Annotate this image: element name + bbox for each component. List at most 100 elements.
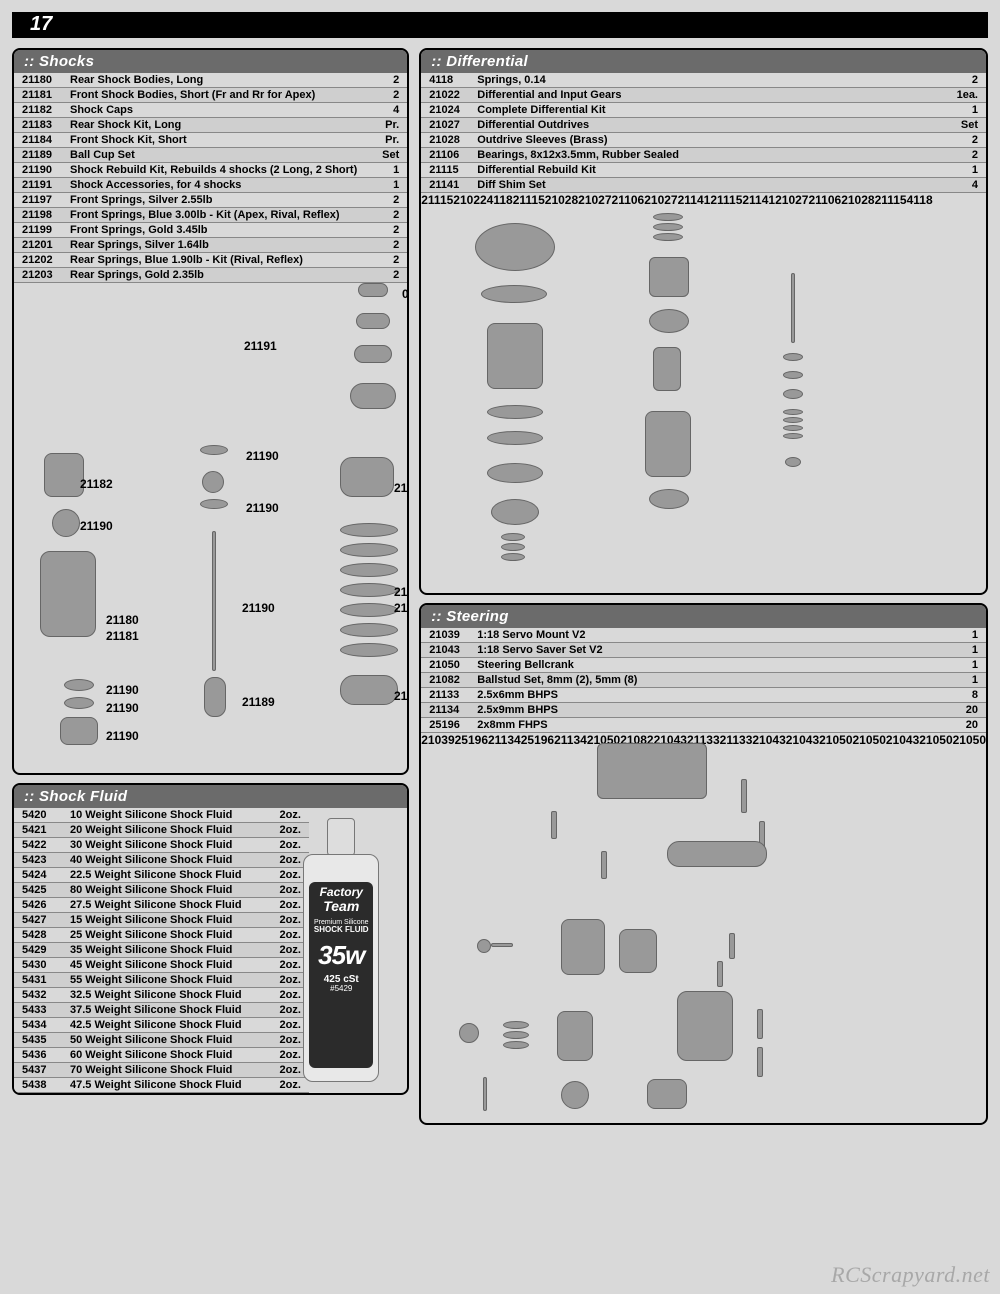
part-desc: 35 Weight Silicone Shock Fluid <box>62 943 272 958</box>
bottle-code: #5429 <box>313 985 369 994</box>
part-number: 5426 <box>14 898 62 913</box>
part-desc: 2x8mm FHPS <box>469 718 952 733</box>
part-number: 21106 <box>421 148 469 163</box>
part-qty: 2 <box>373 268 407 283</box>
table-row: 21201Rear Springs, Silver 1.64lb2 <box>14 238 407 253</box>
table-row: 542230 Weight Silicone Shock Fluid2oz. <box>14 838 309 853</box>
part-qty: 2 <box>949 73 986 88</box>
part-qty: 1 <box>952 643 986 658</box>
part-number: 5429 <box>14 943 62 958</box>
table-row: 211332.5x6mm BHPS8 <box>421 688 986 703</box>
diagram-label: 21039 <box>421 733 454 747</box>
part-number: 5425 <box>14 883 62 898</box>
table-row: 21181Front Shock Bodies, Short (Fr and R… <box>14 88 407 103</box>
part-number: 21027 <box>421 118 469 133</box>
part-desc: Front Springs, Gold 3.45lb <box>62 223 373 238</box>
part-desc: Rear Springs, Gold 2.35lb <box>62 268 373 283</box>
part-number: 21197 <box>14 193 62 208</box>
diagram-label: 21191 <box>244 339 277 353</box>
bottle-brand2: Team <box>313 899 369 914</box>
part-desc: Ballstud Set, 8mm (2), 5mm (8) <box>469 673 952 688</box>
table-row: 21190Shock Rebuild Kit, Rebuilds 4 shock… <box>14 163 407 178</box>
table-row: 21022Differential and Input Gears1ea. <box>421 88 986 103</box>
diagram-label: 21190 <box>246 449 279 463</box>
part-desc: Front Springs, Silver 2.55lb <box>62 193 373 208</box>
part-number: 5438 <box>14 1078 62 1093</box>
diagram-label: 21202 <box>394 601 409 615</box>
table-shocks: 21180Rear Shock Bodies, Long221181Front … <box>14 73 407 283</box>
table-row: 542825 Weight Silicone Shock Fluid2oz. <box>14 928 309 943</box>
part-desc: Front Shock Kit, Short <box>62 133 373 148</box>
diagram-label: 21134 <box>488 733 521 747</box>
table-row: 21198Front Springs, Blue 3.00lb - Kit (A… <box>14 208 407 223</box>
diagram-label: 21190 <box>106 729 139 743</box>
panel-shock-fluid-header: :: Shock Fluid <box>14 785 407 808</box>
table-row: 21027Differential OutdrivesSet <box>421 118 986 133</box>
table-row: 543337.5 Weight Silicone Shock Fluid2oz. <box>14 1003 309 1018</box>
diagram-label: 21191 <box>394 481 409 495</box>
panel-shocks-header: :: Shocks <box>14 50 407 73</box>
part-desc: Outdrive Sleeves (Brass) <box>469 133 948 148</box>
diagram-label: 21027 <box>644 193 677 207</box>
part-number: 21198 <box>14 208 62 223</box>
diagram-label: 21189 <box>242 695 275 709</box>
diagram-label: 4118 <box>907 193 933 207</box>
panel-differential: :: Differential 4118Springs, 0.14221022D… <box>419 48 988 595</box>
part-number: 21134 <box>421 703 469 718</box>
part-qty: Set <box>373 148 407 163</box>
table-row: 543660 Weight Silicone Shock Fluid2oz. <box>14 1048 309 1063</box>
part-number: 21181 <box>14 88 62 103</box>
part-number: 5427 <box>14 913 62 928</box>
bottle-big: 35w <box>313 941 369 970</box>
part-qty: 2 <box>373 208 407 223</box>
part-number: 5431 <box>14 973 62 988</box>
diagram-label: 21027 <box>775 193 808 207</box>
table-row: 211342.5x9mm BHPS20 <box>421 703 986 718</box>
part-desc: 1:18 Servo Saver Set V2 <box>469 643 952 658</box>
part-desc: 45 Weight Silicone Shock Fluid <box>62 958 272 973</box>
diagram-label: 21043 <box>752 733 785 747</box>
part-desc: 10 Weight Silicone Shock Fluid <box>62 808 272 823</box>
table-row: 21182Shock Caps4 <box>14 103 407 118</box>
table-differential: 4118Springs, 0.14221022Differential and … <box>421 73 986 193</box>
part-qty: 8 <box>952 688 986 703</box>
table-row: 21115Differential Rebuild Kit1 <box>421 163 986 178</box>
diagram-label: 21141 <box>742 193 775 207</box>
part-qty: 1ea. <box>949 88 986 103</box>
diagram-label: 21191 <box>394 689 409 703</box>
table-row: 543770 Weight Silicone Shock Fluid2oz. <box>14 1063 309 1078</box>
table-row: 21191Shock Accessories, for 4 shocks1 <box>14 178 407 193</box>
table-row: 21180Rear Shock Bodies, Long2 <box>14 73 407 88</box>
panel-differential-header: :: Differential <box>421 50 986 73</box>
table-row: 543550 Weight Silicone Shock Fluid2oz. <box>14 1033 309 1048</box>
table-row: 543847.5 Weight Silicone Shock Fluid2oz. <box>14 1078 309 1093</box>
part-number: 5434 <box>14 1018 62 1033</box>
part-desc: 37.5 Weight Silicone Shock Fluid <box>62 1003 272 1018</box>
part-qty: 1 <box>952 658 986 673</box>
part-desc: Shock Rebuild Kit, Rebuilds 4 shocks (2 … <box>62 163 373 178</box>
part-desc: Ball Cup Set <box>62 148 373 163</box>
diagram-label: 21141 <box>678 193 711 207</box>
table-row: 4118Springs, 0.142 <box>421 73 986 88</box>
table-row: 21183Rear Shock Kit, LongPr. <box>14 118 407 133</box>
part-number: 21039 <box>421 628 469 643</box>
table-row: 21024Complete Differential Kit1 <box>421 103 986 118</box>
panel-steering-header: :: Steering <box>421 605 986 628</box>
diagram-label: 21043 <box>786 733 819 747</box>
part-desc: 30 Weight Silicone Shock Fluid <box>62 838 272 853</box>
table-row: 21141Diff Shim Set4 <box>421 178 986 193</box>
part-qty: 2 <box>373 193 407 208</box>
table-row: 21028Outdrive Sleeves (Brass)2 <box>421 133 986 148</box>
part-number: 21199 <box>14 223 62 238</box>
part-desc: 22.5 Weight Silicone Shock Fluid <box>62 868 272 883</box>
part-desc: 27.5 Weight Silicone Shock Fluid <box>62 898 272 913</box>
diagram-label: 21181 <box>106 629 139 643</box>
part-qty: 1 <box>373 163 407 178</box>
table-row: 21082Ballstud Set, 8mm (2), 5mm (8)1 <box>421 673 986 688</box>
part-number: 21043 <box>421 643 469 658</box>
diagram-label: 21115 <box>513 193 545 207</box>
table-row: 543442.5 Weight Silicone Shock Fluid2oz. <box>14 1018 309 1033</box>
part-number: 5423 <box>14 853 62 868</box>
part-number: 5424 <box>14 868 62 883</box>
table-row: 21199Front Springs, Gold 3.45lb2 <box>14 223 407 238</box>
